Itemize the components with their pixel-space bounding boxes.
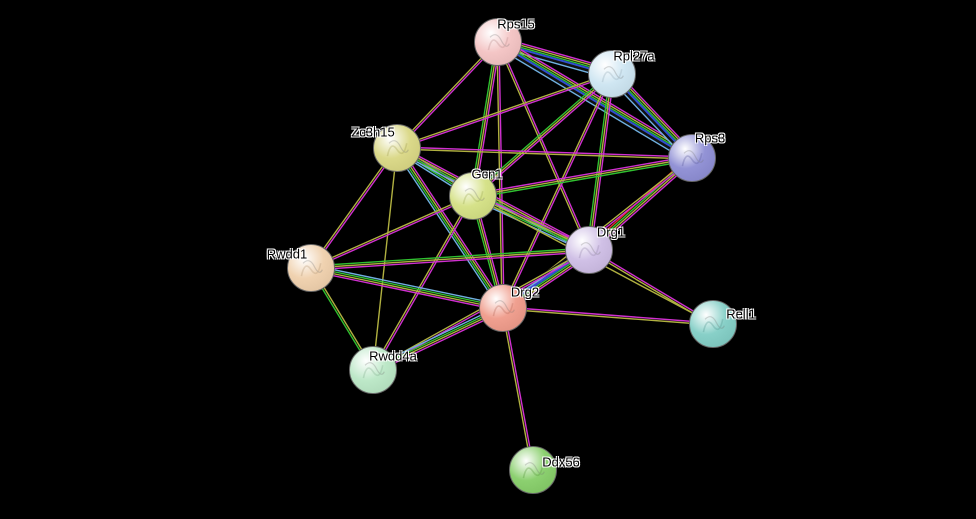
edge-Rpl27a-Zc3h15 xyxy=(397,75,612,149)
edge-Rpl27a-Gcn1 xyxy=(474,76,613,198)
structure-icon xyxy=(457,180,489,212)
node-Rwdd4a[interactable] xyxy=(349,346,397,394)
network-graph: Rps15 Rpl27a Zc3h15 Rps3 Gcn1 Drg1 Rwdd1… xyxy=(0,0,976,519)
node-Zc3h15[interactable] xyxy=(373,124,421,172)
edge-Drg2-Rwdd1 xyxy=(312,265,504,305)
edge-Rps15-Drg1 xyxy=(497,42,588,250)
edge-Rpl27a-Drg1 xyxy=(591,74,614,250)
edge-Drg2-Rell1 xyxy=(503,309,713,325)
edge-Zc3h15-Drg2 xyxy=(395,150,501,310)
edge-Zc3h15-Drg2 xyxy=(398,147,504,307)
edge-Gcn1-Rwdd1 xyxy=(311,195,473,267)
node-Rell1[interactable] xyxy=(689,300,737,348)
edge-Drg2-Rwdd1 xyxy=(311,269,503,309)
structure-icon xyxy=(517,454,549,486)
edge-Gcn1-Rps3 xyxy=(473,160,692,198)
structure-icon xyxy=(573,234,605,266)
structure-icon xyxy=(482,26,514,58)
structure-icon xyxy=(295,252,327,284)
edge-Gcn1-Rps3 xyxy=(473,156,692,194)
edge-Gcn1-Rwdd1 xyxy=(311,197,473,269)
edge-Drg2-Rell1 xyxy=(503,307,713,323)
edge-Zc3h15-Rwdd4a xyxy=(373,148,397,370)
node-Rps3[interactable] xyxy=(668,134,716,182)
edge-Rps15-Drg2 xyxy=(497,42,502,308)
edge-Rpl27a-Gcn1 xyxy=(472,73,611,195)
edge-Rpl27a-Zc3h15 xyxy=(397,73,612,147)
edge-Rps15-Drg2 xyxy=(499,42,504,308)
edge-Zc3h15-Rps3 xyxy=(397,149,692,159)
structure-icon xyxy=(697,308,729,340)
structure-icon xyxy=(676,142,708,174)
edge-Gcn1-Rwdd4a xyxy=(372,196,472,370)
edge-Drg1-Rwdd1 xyxy=(311,248,589,266)
node-Rpl27a[interactable] xyxy=(588,50,636,98)
node-Drg1[interactable] xyxy=(565,226,613,274)
edge-Drg1-Rwdd1 xyxy=(311,250,589,268)
node-Rwdd1[interactable] xyxy=(287,244,335,292)
structure-icon xyxy=(487,292,519,324)
structure-icon xyxy=(596,58,628,90)
edge-Drg1-Rwdd1 xyxy=(311,252,589,270)
edge-Zc3h15-Drg2 xyxy=(396,149,502,309)
edge-Zc3h15-Rps3 xyxy=(397,147,692,157)
edge-Gcn1-Rwdd4a xyxy=(374,197,474,371)
edge-Rpl27a-Drg1 xyxy=(589,74,612,250)
node-Rps15[interactable] xyxy=(474,18,522,66)
structure-icon xyxy=(381,132,413,164)
edge-Rpl27a-Drg2 xyxy=(504,74,613,308)
edge-Rpl27a-Gcn1 xyxy=(473,74,612,196)
edge-Rps15-Drg1 xyxy=(499,42,590,250)
edge-Drg2-Rwdd1 xyxy=(311,267,503,307)
edge-Drg2-Rwdd1 xyxy=(310,271,502,311)
edge-Gcn1-Rps3 xyxy=(473,158,692,196)
edge-Zc3h15-Drg2 xyxy=(400,146,506,306)
node-Gcn1[interactable] xyxy=(449,172,497,220)
structure-icon xyxy=(357,354,389,386)
node-Drg2[interactable] xyxy=(479,284,527,332)
edge-layer xyxy=(0,0,976,519)
edge-Rpl27a-Drg1 xyxy=(587,74,610,250)
node-Ddx56[interactable] xyxy=(509,446,557,494)
